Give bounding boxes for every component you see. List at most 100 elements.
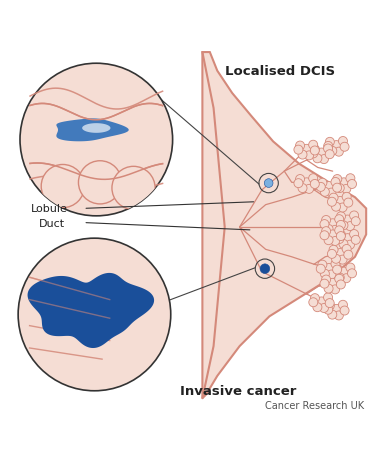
Circle shape (336, 280, 345, 289)
Circle shape (316, 265, 325, 273)
Circle shape (325, 299, 334, 308)
Polygon shape (82, 124, 111, 133)
Circle shape (335, 215, 344, 224)
Circle shape (336, 197, 345, 206)
Circle shape (342, 245, 351, 254)
Circle shape (260, 264, 270, 274)
Circle shape (333, 175, 342, 184)
Circle shape (340, 143, 349, 152)
Circle shape (324, 236, 333, 245)
Circle shape (328, 219, 337, 228)
Circle shape (317, 149, 326, 158)
Circle shape (332, 203, 340, 212)
Circle shape (296, 142, 304, 151)
Circle shape (336, 221, 345, 230)
Circle shape (342, 274, 351, 283)
Circle shape (335, 184, 344, 193)
Circle shape (331, 178, 340, 187)
Circle shape (331, 237, 340, 246)
Circle shape (324, 182, 333, 191)
Circle shape (328, 230, 337, 239)
Circle shape (328, 310, 337, 319)
Circle shape (316, 183, 325, 192)
Circle shape (326, 302, 334, 310)
Polygon shape (56, 119, 129, 142)
Circle shape (331, 268, 340, 278)
Circle shape (264, 179, 273, 188)
Circle shape (112, 167, 155, 210)
Circle shape (346, 263, 355, 273)
Circle shape (309, 141, 318, 150)
Circle shape (309, 174, 318, 183)
Circle shape (335, 226, 344, 235)
Circle shape (335, 273, 344, 282)
Circle shape (41, 165, 84, 208)
Text: Localised DCIS: Localised DCIS (225, 65, 335, 78)
Circle shape (338, 256, 347, 264)
Circle shape (343, 234, 352, 243)
Text: Cancer Research UK: Cancer Research UK (265, 400, 364, 410)
Circle shape (313, 303, 322, 312)
Circle shape (351, 236, 360, 245)
Circle shape (320, 304, 328, 313)
Circle shape (332, 255, 340, 264)
Circle shape (339, 178, 348, 187)
Circle shape (336, 249, 345, 258)
Circle shape (309, 298, 318, 307)
Circle shape (322, 216, 331, 225)
Circle shape (328, 147, 337, 156)
Circle shape (344, 199, 353, 207)
Circle shape (302, 145, 311, 154)
Text: Invasive cancer: Invasive cancer (180, 384, 296, 397)
Circle shape (327, 250, 336, 259)
Circle shape (332, 305, 341, 313)
Circle shape (334, 148, 344, 157)
Circle shape (298, 151, 307, 160)
Circle shape (336, 232, 345, 241)
Circle shape (342, 193, 351, 202)
Circle shape (343, 216, 352, 225)
Circle shape (331, 179, 340, 188)
Circle shape (328, 279, 337, 288)
Circle shape (304, 185, 313, 194)
Circle shape (333, 184, 342, 193)
Circle shape (336, 231, 345, 240)
Circle shape (338, 203, 347, 212)
Circle shape (310, 294, 320, 303)
Circle shape (296, 175, 304, 184)
Circle shape (331, 285, 340, 294)
Circle shape (331, 260, 340, 269)
Circle shape (317, 297, 326, 306)
Circle shape (348, 269, 357, 278)
Circle shape (324, 145, 333, 154)
Circle shape (324, 142, 333, 151)
Text: Duct: Duct (39, 218, 65, 228)
Circle shape (335, 217, 344, 225)
Circle shape (345, 241, 354, 250)
Circle shape (332, 142, 341, 150)
Circle shape (20, 64, 172, 217)
Circle shape (348, 180, 357, 189)
Circle shape (333, 266, 342, 274)
Circle shape (320, 279, 329, 288)
Circle shape (326, 138, 334, 147)
Circle shape (18, 238, 171, 391)
Circle shape (338, 137, 348, 146)
Circle shape (324, 264, 333, 273)
Circle shape (346, 174, 355, 183)
Circle shape (324, 225, 333, 234)
Circle shape (320, 220, 329, 229)
Circle shape (324, 293, 333, 302)
Circle shape (340, 306, 349, 315)
Circle shape (320, 231, 329, 240)
Circle shape (339, 268, 348, 277)
Circle shape (329, 194, 338, 203)
Circle shape (351, 217, 360, 226)
Circle shape (327, 198, 336, 207)
Circle shape (294, 179, 303, 188)
Circle shape (342, 185, 351, 194)
Circle shape (322, 227, 331, 236)
Circle shape (309, 150, 318, 158)
Circle shape (318, 179, 327, 188)
Circle shape (335, 275, 344, 283)
